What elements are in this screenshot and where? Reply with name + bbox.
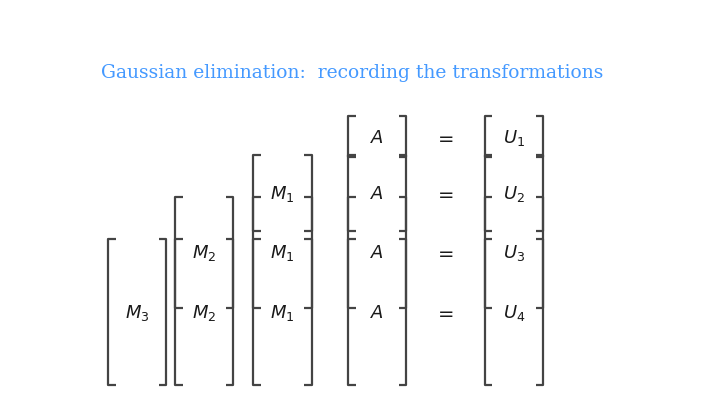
Text: $U_4$: $U_4$ (503, 302, 526, 322)
Text: $A$: $A$ (370, 128, 384, 147)
Text: $=$: $=$ (434, 128, 454, 147)
Text: $A$: $A$ (370, 244, 384, 262)
Text: $=$: $=$ (434, 303, 454, 321)
Text: $U_2$: $U_2$ (503, 183, 525, 204)
Text: $A$: $A$ (370, 185, 384, 202)
Text: $M_1$: $M_1$ (270, 302, 294, 322)
Text: $A$: $A$ (370, 303, 384, 321)
Text: $=$: $=$ (434, 244, 454, 262)
Text: $=$: $=$ (434, 185, 454, 202)
Text: $M_3$: $M_3$ (125, 302, 150, 322)
Text: Gaussian elimination:  recording the transformations: Gaussian elimination: recording the tran… (101, 64, 603, 82)
Text: $U_3$: $U_3$ (503, 243, 525, 263)
Text: $U_1$: $U_1$ (503, 128, 525, 147)
Text: $M_2$: $M_2$ (192, 302, 217, 322)
Text: $M_2$: $M_2$ (192, 243, 217, 263)
Text: $M_1$: $M_1$ (270, 183, 294, 204)
Text: $M_1$: $M_1$ (270, 243, 294, 263)
